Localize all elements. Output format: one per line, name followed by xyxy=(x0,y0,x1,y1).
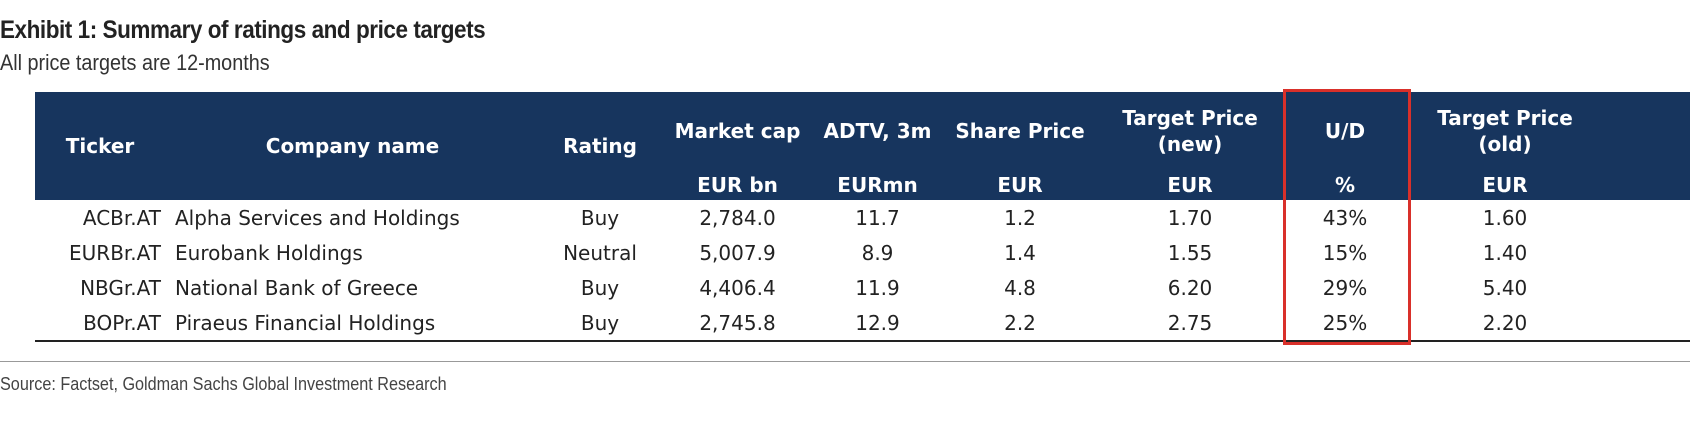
table-cell: 2.2 xyxy=(940,305,1100,342)
column-header: Company name xyxy=(165,92,540,200)
table-cell: 11.9 xyxy=(855,275,900,300)
column-unit: % xyxy=(1280,170,1410,200)
table-cell: Neutral xyxy=(563,240,637,265)
table-cell: 1.40 xyxy=(1482,240,1528,265)
table-row: BOPr.AT Piraeus Financial Holdings Buy 2,74… xyxy=(35,305,1690,342)
table-row: EURBr.AT Eurobank Holdings Neutral 5,007.9 8… xyxy=(35,235,1690,270)
column-unit: EUR xyxy=(1410,170,1600,200)
table-cell: 2,745.8 xyxy=(660,305,815,342)
ratings-table: Ticker Company name Rating Market cap ADTV, … xyxy=(35,92,1690,342)
table-cell: 12.9 xyxy=(815,305,940,342)
table-cell: National Bank of Greece xyxy=(175,275,419,300)
table-cell: 2.75 xyxy=(1100,305,1280,342)
column-header: Rating xyxy=(540,92,660,200)
table-cell: 11.7 xyxy=(855,205,900,230)
column-unit: EUR xyxy=(1100,170,1280,200)
source-note: Source: Factset, Goldman Sachs Global In… xyxy=(0,374,447,394)
table-cell: Buy xyxy=(580,275,620,300)
column-unit: EURmn xyxy=(815,170,940,200)
exhibit-title: Exhibit 1: Summary of ratings and price … xyxy=(0,16,486,44)
table-cell: Piraeus Financial Holdings xyxy=(165,305,540,342)
column-unit: EUR bn xyxy=(660,170,815,200)
table-cell-filler xyxy=(1600,305,1690,342)
table-row: ACBr.AT Alpha Services and Holdings Buy 2,7… xyxy=(35,200,1690,235)
table-cell: 5.40 xyxy=(1482,275,1528,300)
table-cell: NBGr.AT xyxy=(80,275,161,300)
table-cell: 1.60 xyxy=(1482,205,1528,230)
table-cell: 43% xyxy=(1322,205,1368,230)
column-header: U/D xyxy=(1280,92,1410,170)
column-header: Ticker xyxy=(35,92,165,200)
table-cell: BOPr.AT xyxy=(35,305,165,342)
table-cell: 4.8 xyxy=(1004,275,1036,300)
table-cell: Eurobank Holdings xyxy=(175,240,363,265)
table-cell: 2.20 xyxy=(1410,305,1600,342)
table-cell-filler xyxy=(1600,270,1690,305)
table-cell: 4,406.4 xyxy=(699,275,776,300)
table-cell: 6.20 xyxy=(1167,275,1213,300)
table-cell: Alpha Services and Holdings xyxy=(175,205,460,230)
table-cell: 2,784.0 xyxy=(699,205,776,230)
column-header: Target Price (old) xyxy=(1410,92,1600,170)
table-cell: 1.55 xyxy=(1167,240,1213,265)
table-cell: 5,007.9 xyxy=(699,240,776,265)
column-header: Target Price (new) xyxy=(1100,92,1280,170)
table-cell: ACBr.AT xyxy=(82,205,161,230)
column-header: Share Price xyxy=(940,92,1100,170)
table-cell: 8.9 xyxy=(861,240,894,265)
table-cell: Buy xyxy=(580,205,620,230)
table-cell: 29% xyxy=(1322,275,1368,300)
exhibit-subtitle: All price targets are 12-months xyxy=(0,50,270,75)
divider xyxy=(0,361,1690,362)
table-cell: Buy xyxy=(540,305,660,342)
column-header: Market cap xyxy=(660,92,815,170)
table-cell: 1.2 xyxy=(1004,205,1036,230)
table-row: NBGr.AT National Bank of Greece Buy 4,406.4… xyxy=(35,270,1690,305)
table-cell: 1.4 xyxy=(1004,240,1036,265)
column-header: ADTV, 3m xyxy=(815,92,940,170)
table-cell-filler xyxy=(1600,200,1690,235)
table-cell-filler xyxy=(1600,235,1690,270)
column-unit: EUR xyxy=(940,170,1100,200)
header-filler xyxy=(1600,92,1690,200)
table-cell: EURBr.AT xyxy=(69,240,161,265)
ud-highlight-box xyxy=(1283,89,1411,345)
table-cell: 15% xyxy=(1322,240,1368,265)
table-cell: 25% xyxy=(1280,305,1410,342)
table-cell: 1.70 xyxy=(1167,205,1213,230)
